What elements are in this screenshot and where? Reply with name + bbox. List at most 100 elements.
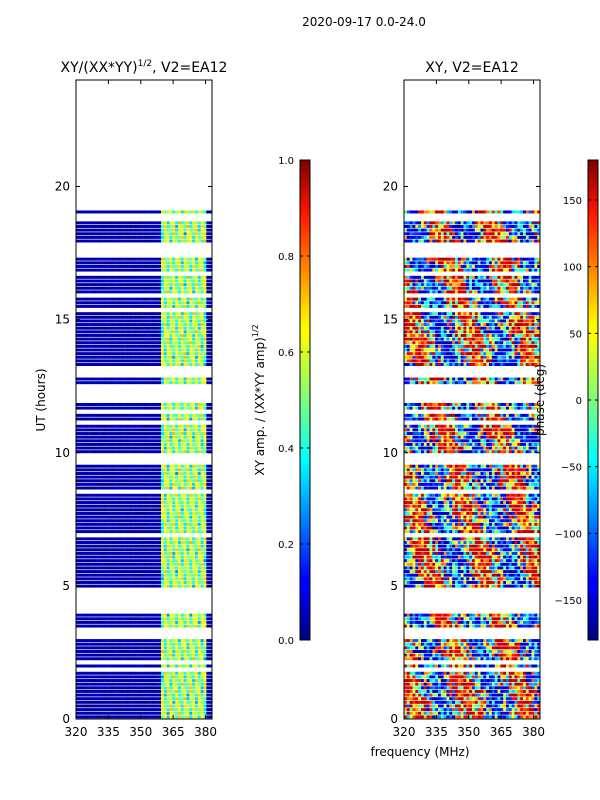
amp-cell-78-28 — [155, 432, 159, 436]
amp-cell-58-17 — [124, 504, 128, 508]
amp-cell-9-5 — [90, 682, 94, 686]
amp-cell-69-26 — [149, 464, 153, 468]
amp-cell-106-8 — [98, 330, 102, 334]
amp-cell-134-42 — [195, 228, 199, 232]
amp-cell-126-23 — [141, 257, 145, 261]
amp-cell-83-20 — [132, 413, 136, 417]
amp-cell-53-39 — [186, 522, 190, 526]
amp-cell-136-10 — [104, 221, 108, 225]
amp-cell-0-21 — [135, 715, 139, 719]
amp-cell-74-32 — [166, 446, 170, 450]
amp-cell-99-35 — [175, 355, 179, 359]
amp-cell-109-5 — [90, 319, 94, 323]
amp-cell-42-16 — [121, 562, 125, 566]
amp-cell-43-39 — [186, 559, 190, 563]
amp-cell-14-27 — [152, 664, 156, 668]
amp-cell-9-1 — [78, 682, 82, 686]
amp-cell-56-46 — [206, 511, 210, 515]
left-title-tail: , V2=EA12 — [152, 60, 227, 76]
amp-cell-25-46 — [206, 624, 210, 628]
amp-cell-69-12 — [110, 464, 114, 468]
amp-cell-12-44 — [200, 671, 204, 675]
amp-cell-92-30 — [161, 381, 165, 385]
amp-cell-20-31 — [163, 642, 167, 646]
amp-cell-49-29 — [158, 537, 162, 541]
amp-cell-21-18 — [127, 639, 131, 643]
amp-cell-126-19 — [129, 257, 133, 261]
amp-cell-46-33 — [169, 548, 173, 552]
amp-cell-47-35 — [175, 544, 179, 548]
amp-cell-6-46 — [206, 693, 210, 697]
amp-cell-45-24 — [144, 551, 148, 555]
amp-cell-48-38 — [183, 541, 187, 544]
amp-cell-39-29 — [158, 573, 162, 577]
amp-cell-57-15 — [118, 508, 122, 512]
amp-cell-11-46 — [206, 675, 210, 679]
amp-cell-97-21 — [135, 363, 139, 366]
amp-cell-93-19 — [129, 377, 133, 381]
amp-cell-126-22 — [138, 257, 142, 261]
amp-cell-125-38 — [183, 261, 187, 265]
amp-cell-37-8 — [98, 580, 102, 584]
amp-cell-126-28 — [155, 257, 159, 261]
amp-cell-83-41 — [192, 413, 196, 417]
amp-cell-100-18 — [127, 352, 131, 356]
amp-cell-113-32 — [166, 304, 170, 308]
amp-cell-9-42 — [195, 682, 199, 686]
amp-cell-5-27 — [152, 697, 156, 701]
amp-cell-92-13 — [112, 381, 116, 385]
amp-cell-104-15 — [118, 337, 122, 341]
amp-cell-2-7 — [95, 708, 99, 712]
amp-cell-106-9 — [101, 330, 105, 334]
amp-cell-80-32 — [166, 424, 170, 428]
amp-cell-26-8 — [98, 620, 102, 624]
amp-cell-75-45 — [203, 442, 207, 446]
amp-cell-0-33 — [169, 715, 173, 719]
amp-cell-55-5 — [90, 515, 94, 519]
amp-cell-92-31 — [163, 381, 167, 385]
amp-cell-28-26 — [149, 613, 153, 617]
amp-cell-1-44 — [200, 711, 204, 715]
amp-cell-101-7 — [95, 348, 99, 352]
amp-cell-86-14 — [115, 402, 119, 406]
amp-cell-9-21 — [135, 682, 139, 686]
amp-cell-85-35 — [175, 406, 179, 410]
amp-cell-66-34 — [172, 475, 176, 479]
amp-cell-118-37 — [180, 286, 184, 290]
amp-cell-64-31 — [163, 482, 167, 486]
amp-cell-123-38 — [183, 268, 187, 272]
amp-cell-46-13 — [112, 548, 116, 552]
amp-cell-60-20 — [132, 497, 136, 501]
amp-cell-66-24 — [144, 475, 148, 479]
amp-cell-133-14 — [115, 232, 119, 236]
amp-cell-124-45 — [203, 264, 207, 268]
amp-cell-117-36 — [178, 290, 182, 294]
amp-cell-120-44 — [200, 279, 204, 283]
amp-cell-3-22 — [138, 704, 142, 708]
amp-cell-55-3 — [84, 515, 88, 519]
amp-cell-100-33 — [169, 352, 173, 356]
amp-cell-120-31 — [163, 279, 167, 283]
amp-cell-131-37 — [180, 239, 184, 243]
amp-cell-54-40 — [189, 519, 193, 523]
amp-cell-36-15 — [118, 584, 122, 588]
amp-cell-52-4 — [87, 526, 91, 530]
amp-cell-27-6 — [93, 617, 97, 621]
amp-cell-1-26 — [149, 711, 153, 715]
amp-cell-63-16 — [121, 486, 125, 490]
amp-cell-52-10 — [104, 526, 108, 530]
amp-cell-59-1 — [78, 501, 82, 505]
amp-cell-44-41 — [192, 555, 196, 559]
amp-cell-102-7 — [95, 344, 99, 348]
amp-cell-37-42 — [195, 580, 199, 584]
amp-cell-41-18 — [127, 566, 131, 570]
amp-cell-9-28 — [155, 682, 159, 686]
amp-cell-45-32 — [166, 551, 170, 555]
amp-cell-66-40 — [189, 475, 193, 479]
amp-cell-12-9 — [101, 671, 105, 675]
amp-cell-74-33 — [169, 446, 173, 450]
amp-cell-17-30 — [161, 653, 165, 657]
amp-cell-120-24 — [144, 279, 148, 283]
amp-cell-92-37 — [180, 381, 184, 385]
amp-cell-20-10 — [104, 642, 108, 646]
